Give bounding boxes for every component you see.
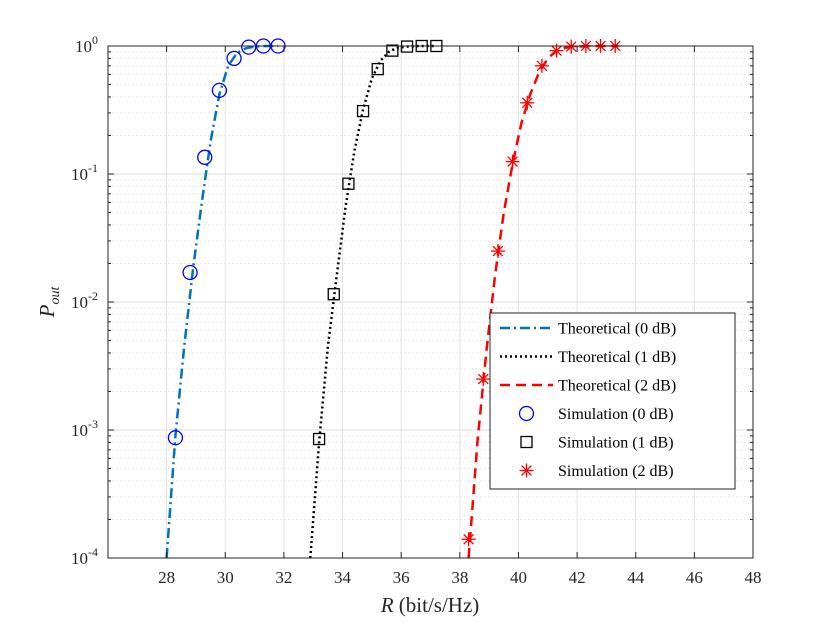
y-tick-base: 10: [75, 37, 92, 56]
data-point-asterisk: [564, 39, 579, 54]
x-tick-label: 36: [393, 568, 410, 587]
series-line: [165, 44, 278, 559]
data-point-asterisk: [549, 43, 564, 58]
data-point-asterisk: [534, 58, 549, 73]
y-axis-label-sub: out: [48, 286, 63, 305]
x-axis-label-unit: (bit/s/Hz): [394, 593, 480, 617]
y-tick-label: 10-4: [71, 545, 98, 568]
data-point-square: [342, 177, 355, 190]
y-tick-base: 10: [71, 549, 88, 568]
data-point-circle: [167, 430, 184, 446]
series-line: [309, 44, 437, 559]
legend-box: [489, 312, 736, 490]
axis-ticks: 28 30 32 34 36 38 40 42 44 46 4810-410-310-210-110…: [71, 33, 762, 587]
data-point-asterisk: [461, 532, 476, 547]
data-point-square: [386, 44, 399, 57]
x-axis-label: R (bit/s/Hz): [380, 593, 480, 617]
legend-item: Simulation (2 dB): [519, 463, 674, 480]
data-point-square: [312, 432, 326, 446]
data-point-circle: [197, 149, 213, 165]
series-0: [165, 44, 278, 559]
legend-label: Theoretical (1 dB): [558, 349, 676, 366]
legend-marker-swatch: [518, 405, 535, 422]
x-tick-label: 32: [275, 568, 292, 587]
legend-label: Simulation (0 dB): [558, 406, 674, 423]
x-tick-label: 30: [217, 568, 234, 587]
x-tick-label: 48: [745, 568, 762, 587]
data-point-asterisk-stroke: [507, 156, 518, 167]
data-point-square: [327, 288, 340, 301]
y-tick-base: 10: [71, 421, 88, 440]
legend-item: Theoretical (1 dB): [500, 349, 676, 366]
data-point-circle: [211, 82, 228, 99]
legend-item: Simulation (1 dB): [520, 435, 674, 452]
legend-label: Simulation (2 dB): [558, 463, 674, 480]
data-point-asterisk: [476, 372, 491, 387]
x-tick-label: 40: [510, 568, 527, 587]
series-4: [312, 39, 443, 446]
data-point-asterisk-stroke: [463, 533, 474, 545]
data-point-asterisk: [520, 95, 535, 110]
legend-item: Simulation (0 dB): [518, 405, 674, 423]
legend-label: Theoretical (2 dB): [558, 378, 676, 395]
y-axis-label-main: P: [35, 304, 59, 318]
y-tick-label: 10-3: [71, 417, 98, 440]
y-tick-base: 10: [71, 165, 88, 184]
data-point-square: [356, 104, 370, 118]
data-point-circle: [226, 50, 242, 67]
data-point-square: [371, 62, 384, 76]
data-point-asterisk-stroke: [551, 45, 562, 56]
y-tick-exponent: 0: [92, 33, 98, 47]
legend-item: Theoretical (2 dB): [500, 378, 676, 395]
x-tick-label: 46: [686, 568, 703, 587]
data-point-circle: [182, 264, 198, 281]
y-tick-base: 10: [71, 293, 88, 312]
data-point-asterisk: [490, 244, 505, 259]
data-point-asterisk-stroke: [536, 60, 548, 72]
data-point-circle: [241, 39, 257, 55]
data-point-asterisk-stroke: [477, 373, 489, 385]
x-tick-label: 44: [627, 568, 645, 587]
legend-marker-swatch: [519, 463, 534, 478]
legend-item: Theoretical (0 dB): [500, 321, 676, 338]
data-point-asterisk: [505, 154, 520, 169]
legend-label: Simulation (1 dB): [558, 435, 674, 452]
y-tick-exponent: -1: [88, 161, 98, 175]
x-tick-label: 34: [334, 568, 352, 587]
legend-marker-swatch-stroke: [521, 465, 532, 476]
y-tick-label: 10-2: [71, 289, 98, 312]
data-point-asterisk-stroke: [565, 41, 577, 52]
y-tick-label: 10-1: [71, 161, 98, 184]
x-tick-label: 42: [569, 568, 586, 587]
y-tick-exponent: -2: [88, 289, 98, 303]
legend: Theoretical (0 dB) Theoretical (1 dB) Theo…: [489, 312, 736, 490]
series-1: [309, 44, 437, 559]
x-tick-label: 38: [451, 568, 468, 587]
legend-label: Theoretical (0 dB): [558, 321, 676, 338]
legend-marker-swatch: [520, 435, 533, 449]
y-tick-label: 100: [75, 33, 98, 56]
data-point-asterisk-stroke: [492, 245, 504, 257]
data-point-asterisk-stroke: [521, 97, 533, 109]
x-tick-label: 28: [158, 568, 175, 587]
y-axis-label: Pout: [35, 286, 63, 319]
y-tick-exponent: -4: [88, 545, 98, 559]
y-tick-exponent: -3: [88, 417, 98, 431]
x-axis-label-variable: R: [380, 593, 394, 617]
